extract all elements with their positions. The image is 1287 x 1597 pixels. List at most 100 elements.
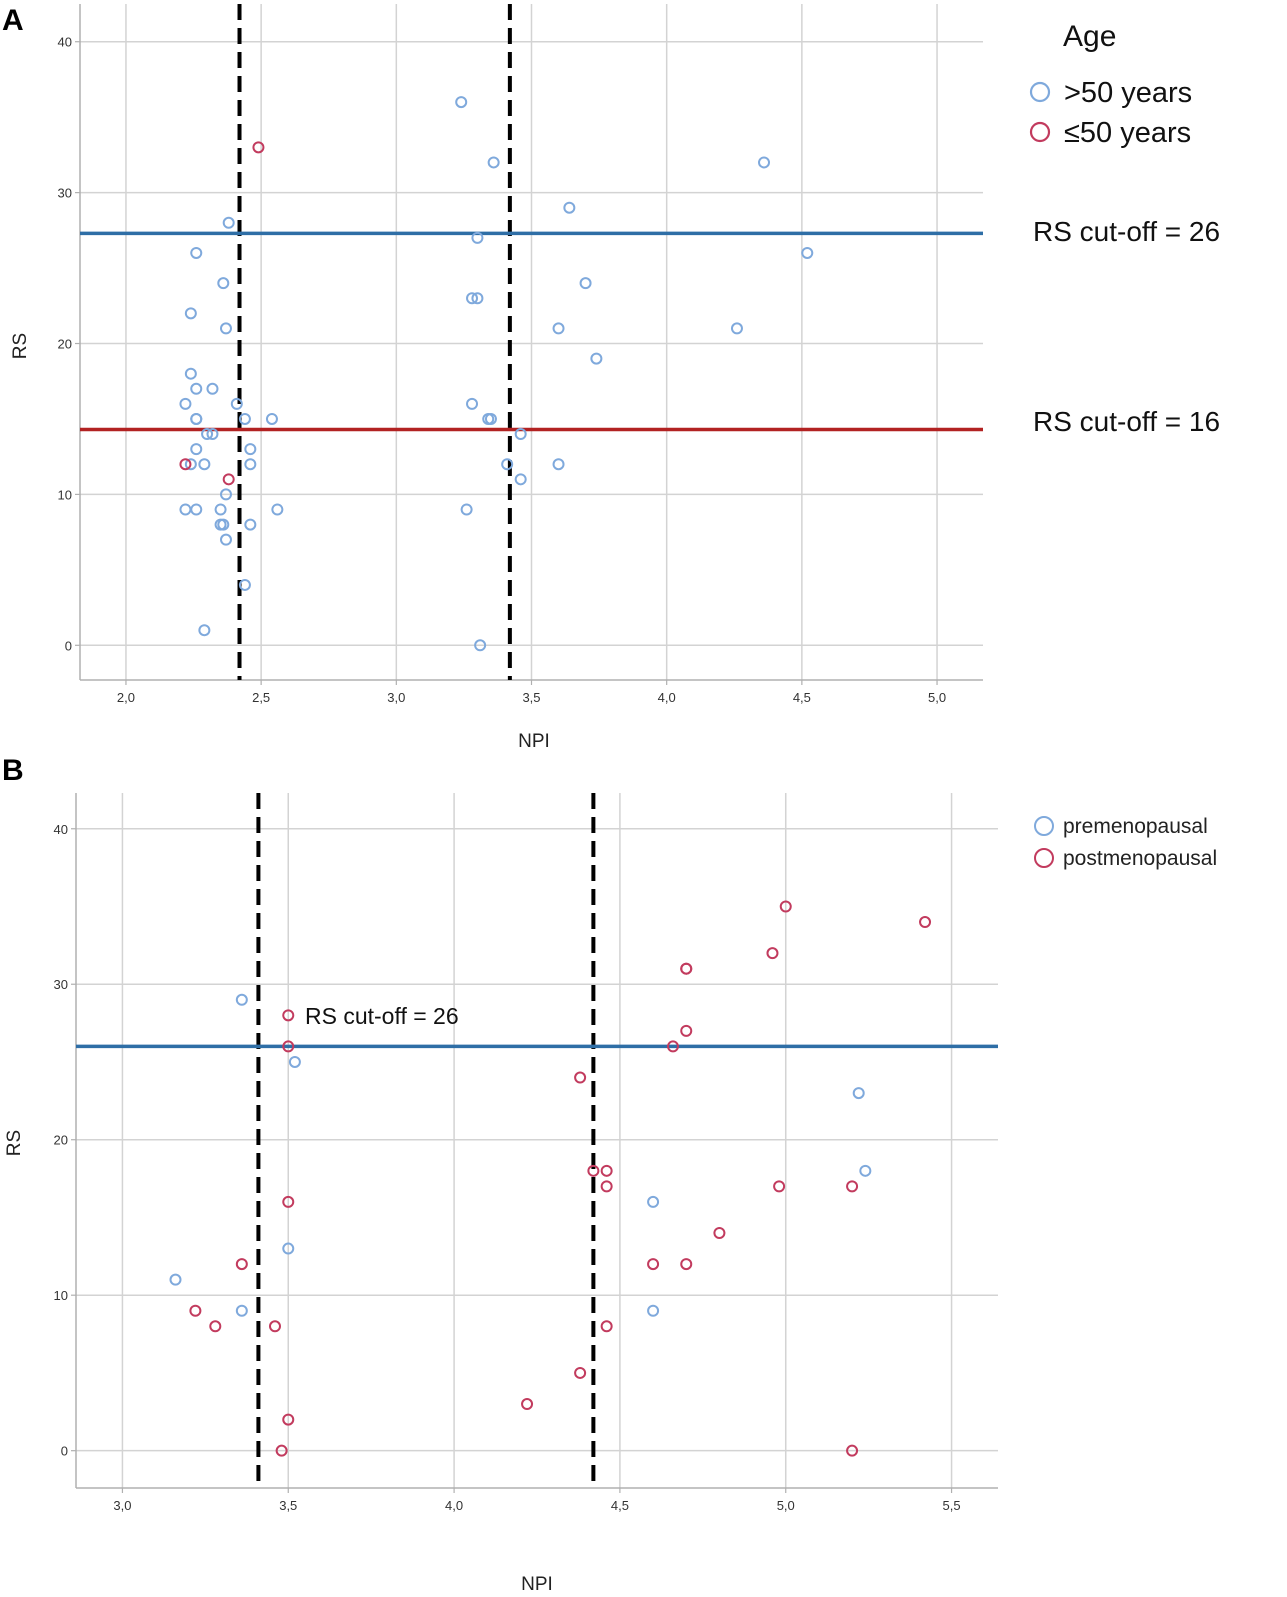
data-point-pre: [859, 1164, 872, 1177]
data-point-post: [680, 1024, 693, 1037]
y-tick-label: 40: [54, 822, 68, 837]
data-point-post: [600, 1164, 613, 1177]
data-point-post: [647, 1258, 660, 1271]
panel-b-reference-lines: [76, 793, 998, 1488]
data-point-older: [758, 156, 771, 169]
data-point-older: [190, 443, 203, 456]
data-point-post: [521, 1398, 534, 1411]
data-point-post: [574, 1366, 587, 1379]
data-point-post: [282, 1040, 295, 1053]
data-point-older: [198, 458, 211, 471]
data-point-post: [766, 947, 779, 960]
y-tick-label: 10: [54, 1288, 68, 1303]
panel-a-x-axis-title: NPI: [518, 731, 550, 752]
legend-marker-premenopausal: [1034, 816, 1054, 836]
panel-a-legend: Age >50 years ≤50 years: [1029, 20, 1192, 149]
legend-label-premenopausal: premenopausal: [1063, 815, 1208, 838]
x-tick-label: 3,5: [279, 1498, 297, 1513]
data-point-older: [487, 156, 500, 169]
data-point-older: [484, 412, 497, 425]
data-point-older: [271, 503, 284, 516]
data-point-older: [563, 201, 576, 214]
data-point-older: [552, 458, 565, 471]
legend-label-older: >50 years: [1064, 77, 1192, 109]
data-point-pre: [282, 1242, 295, 1255]
y-tick-label: 20: [54, 1133, 68, 1148]
data-point-post: [680, 962, 693, 975]
data-point-post: [235, 1258, 248, 1271]
data-point-older: [217, 277, 230, 290]
data-point-post: [600, 1180, 613, 1193]
panel-letter-b: B: [2, 754, 24, 787]
data-point-older: [219, 488, 232, 501]
legend-marker-postmenopausal: [1034, 848, 1054, 868]
panel-a: A 2,0 2,5 3,0 3,5 4,0 4,5 5,0 0 10 20 30 40 NPI RS …: [2, 4, 1220, 752]
panel-a-grid: [80, 4, 983, 680]
data-point-post: [275, 1444, 288, 1457]
data-point-older: [179, 397, 192, 410]
data-point-older: [730, 322, 743, 335]
data-point-older: [214, 503, 227, 516]
x-tick-label: 2,5: [252, 690, 270, 705]
data-point-older: [206, 382, 219, 395]
data-point-older: [514, 473, 527, 486]
data-point-pre: [235, 1304, 248, 1317]
data-point-older: [265, 412, 278, 425]
y-tick-label: 30: [58, 186, 72, 201]
data-point-older: [501, 458, 514, 471]
data-point-older: [190, 382, 203, 395]
data-point-older: [184, 458, 197, 471]
y-tick-label: 0: [61, 1444, 68, 1459]
data-point-pre: [852, 1087, 865, 1100]
data-point-post: [268, 1320, 281, 1333]
data-point-post: [779, 900, 792, 913]
data-point-pre: [647, 1195, 660, 1208]
data-point-older: [217, 518, 230, 531]
y-tick-label: 20: [58, 337, 72, 352]
x-tick-label: 3,5: [522, 690, 540, 705]
data-point-older: [190, 503, 203, 516]
data-point-post: [282, 1413, 295, 1426]
data-point-older: [460, 503, 473, 516]
panel-a-legend-title: Age: [1063, 20, 1116, 53]
data-point-older: [179, 503, 192, 516]
data-point-post: [773, 1180, 786, 1193]
legend-marker-younger: [1029, 121, 1051, 143]
data-point-post: [209, 1320, 222, 1333]
x-tick-label: 4,0: [445, 1498, 463, 1513]
x-tick-label: 5,0: [777, 1498, 795, 1513]
x-tick-label: 4,5: [611, 1498, 629, 1513]
data-point-older: [552, 322, 565, 335]
panel-b-axes: [75, 793, 998, 1489]
x-tick-label: 5,0: [928, 690, 946, 705]
panel-b-tick-labels: 3,0 3,5 4,0 4,5 5,0 5,5 0 10 20 30 40: [54, 822, 961, 1513]
data-point-older: [219, 533, 232, 546]
panel-a-points: [179, 96, 814, 652]
data-point-older: [238, 578, 251, 591]
panel-a-reference-lines: [80, 4, 983, 680]
data-point-older: [244, 443, 257, 456]
panel-b-y-axis-title: RS: [4, 1130, 25, 1156]
panel-a-y-axis-title: RS: [10, 333, 31, 359]
data-point-older: [230, 397, 243, 410]
data-point-older: [474, 639, 487, 652]
data-point-older: [222, 216, 235, 229]
data-point-older: [466, 292, 479, 305]
data-point-pre: [647, 1304, 660, 1317]
y-tick-label: 0: [65, 638, 72, 653]
data-point-older: [219, 322, 232, 335]
data-point-older: [590, 352, 603, 365]
panel-b-cutoff-label-26: RS cut-off = 26: [305, 1003, 459, 1029]
data-point-older: [579, 277, 592, 290]
panel-b-points: [169, 900, 932, 1457]
data-point-post: [680, 1258, 693, 1271]
data-point-older: [190, 412, 203, 425]
data-point-post: [600, 1320, 613, 1333]
legend-marker-older: [1029, 81, 1051, 103]
legend-label-postmenopausal: postmenopausal: [1063, 847, 1217, 870]
data-point-older: [206, 428, 219, 441]
panel-b: B 3,0 3,5 4,0 4,5 5,0 5,5 0 10 20 30 40 NPI RS pre…: [2, 754, 1217, 1595]
x-tick-label: 2,0: [117, 690, 135, 705]
data-point-younger: [252, 141, 265, 154]
y-tick-label: 40: [58, 35, 72, 50]
